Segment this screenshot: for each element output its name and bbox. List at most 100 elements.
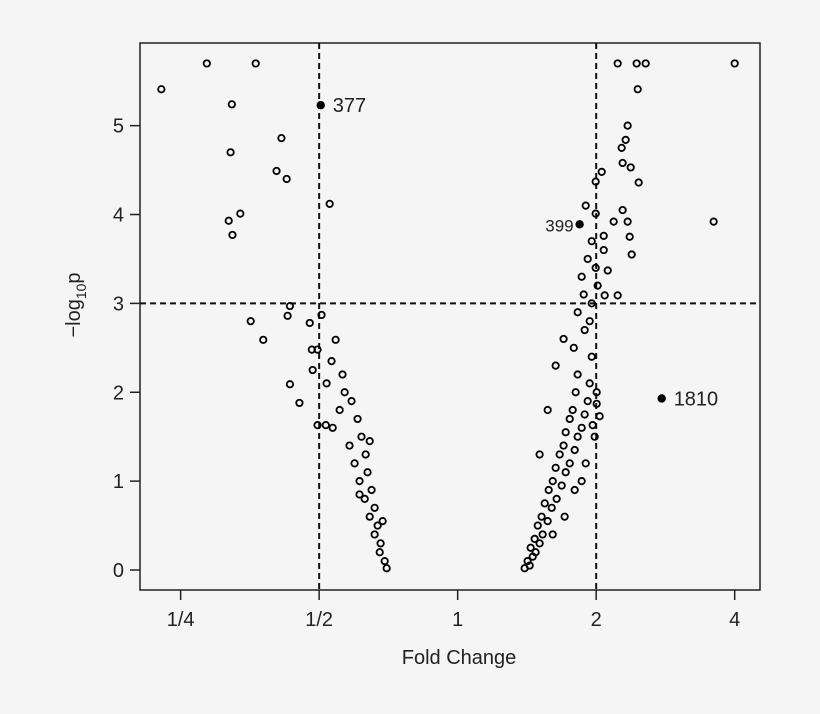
- point: [357, 432, 366, 441]
- point: [617, 143, 626, 152]
- point: [526, 543, 535, 552]
- y-label-suffix: p: [63, 272, 85, 283]
- y-tick-label: 5: [113, 116, 124, 138]
- point: [331, 335, 340, 344]
- point: [571, 388, 580, 397]
- point: [591, 263, 600, 272]
- y-axis-label: −log10p: [63, 272, 89, 337]
- point: [603, 266, 612, 275]
- point: [581, 459, 590, 468]
- point: [533, 521, 542, 530]
- x-axis-label: Fold Change: [402, 647, 517, 669]
- point: [551, 463, 560, 472]
- point: [587, 352, 596, 361]
- point: [593, 281, 602, 290]
- point: [360, 494, 369, 504]
- point: [367, 485, 376, 495]
- point: [587, 299, 596, 308]
- point: [277, 133, 286, 143]
- point: [272, 166, 281, 176]
- point: [561, 428, 570, 437]
- point: [535, 450, 544, 459]
- point: [591, 177, 600, 186]
- x-tick-label: 4: [729, 609, 740, 631]
- highlight-point: [316, 101, 325, 110]
- point: [599, 245, 608, 255]
- point: [547, 503, 556, 512]
- point: [583, 254, 592, 264]
- point: [202, 59, 211, 68]
- point: [577, 477, 586, 486]
- point: [224, 216, 233, 225]
- point: [321, 421, 330, 430]
- point: [308, 365, 317, 375]
- point: [560, 512, 569, 521]
- y-tick-label: 3: [113, 293, 124, 315]
- point: [573, 308, 582, 317]
- point: [625, 232, 634, 241]
- point: [618, 205, 627, 215]
- point: [551, 361, 560, 370]
- point: [355, 477, 364, 486]
- y-tick-label: 4: [113, 205, 124, 227]
- point: [313, 421, 322, 430]
- point: [585, 317, 594, 326]
- point: [565, 459, 574, 468]
- point: [540, 499, 549, 508]
- point: [347, 397, 356, 406]
- point: [568, 405, 577, 415]
- point: [325, 199, 334, 208]
- point: [592, 388, 601, 397]
- point: [600, 291, 609, 300]
- point: [577, 272, 586, 281]
- y-tick-label: 2: [113, 382, 124, 404]
- point: [579, 290, 588, 299]
- point-label: 399: [545, 216, 573, 235]
- point: [592, 399, 601, 408]
- point: [531, 548, 540, 557]
- point: [613, 59, 622, 68]
- y-label-main: −log: [63, 299, 85, 337]
- point: [283, 311, 292, 320]
- point: [328, 423, 337, 432]
- point: [236, 209, 245, 218]
- point: [285, 380, 295, 389]
- point: [373, 521, 382, 530]
- point: [313, 345, 322, 354]
- plot-frame: [139, 42, 761, 591]
- point: [569, 343, 578, 352]
- y-tick-label: 0: [113, 560, 124, 582]
- point: [530, 534, 539, 543]
- point: [565, 414, 574, 424]
- point: [548, 530, 557, 539]
- point: [618, 158, 627, 168]
- point-label: 377: [333, 95, 366, 117]
- point: [365, 512, 374, 521]
- point: [632, 59, 641, 68]
- point: [581, 201, 590, 210]
- point: [626, 163, 635, 172]
- highlight-point: [575, 220, 584, 229]
- x-tick-label: 2: [591, 609, 602, 631]
- point: [305, 318, 314, 328]
- point: [623, 217, 632, 226]
- point: [613, 291, 622, 300]
- point: [559, 334, 568, 344]
- point: [376, 539, 385, 548]
- point: [591, 209, 600, 218]
- point: [580, 325, 589, 335]
- point: [543, 517, 552, 526]
- point: [548, 477, 557, 486]
- point: [378, 517, 387, 526]
- point: [370, 503, 379, 512]
- x-tick-label: 1/4: [167, 609, 195, 631]
- point: [361, 450, 370, 459]
- point: [228, 230, 237, 240]
- point: [573, 432, 582, 441]
- point: [282, 174, 291, 184]
- y-label-sub: 10: [73, 283, 89, 299]
- point: [590, 432, 599, 441]
- point: [259, 335, 268, 344]
